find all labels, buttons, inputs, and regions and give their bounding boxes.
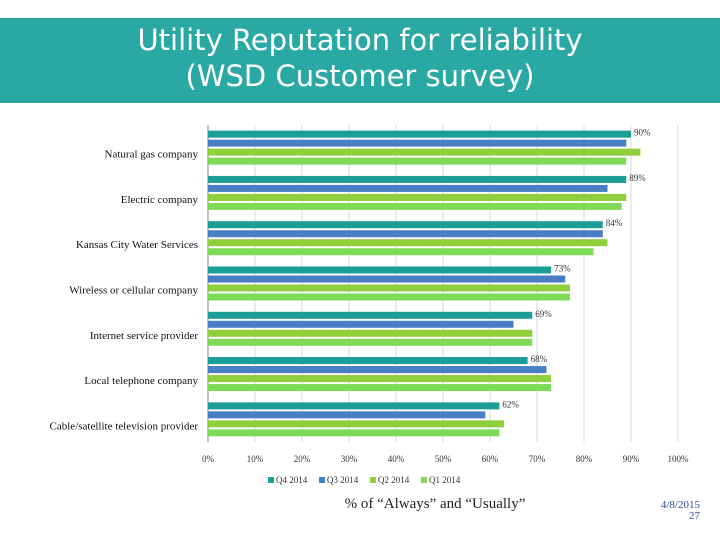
category-label: Cable/satellite television provider bbox=[50, 420, 199, 432]
legend-label: Q3 2014 bbox=[327, 475, 359, 485]
title-banner bbox=[0, 0, 720, 103]
bar bbox=[208, 230, 603, 238]
bar bbox=[208, 366, 547, 374]
bar bbox=[208, 148, 641, 156]
x-tick-label: 100% bbox=[668, 454, 690, 464]
legend-label: Q1 2014 bbox=[429, 475, 461, 485]
bar bbox=[208, 130, 631, 138]
x-tick-label: 50% bbox=[435, 454, 452, 464]
footer-page-number: 27 bbox=[689, 510, 700, 522]
bar bbox=[208, 221, 603, 229]
x-tick-label: 80% bbox=[576, 454, 593, 464]
title-line-2: (WSD Customer survey) bbox=[185, 59, 535, 93]
data-label: 84% bbox=[606, 218, 623, 228]
x-tick-label: 60% bbox=[482, 454, 499, 464]
legend-label: Q2 2014 bbox=[378, 475, 410, 485]
bar bbox=[208, 266, 552, 274]
bar bbox=[208, 193, 627, 201]
category-label: Internet service provider bbox=[90, 330, 198, 342]
bar bbox=[208, 157, 627, 165]
bar bbox=[208, 293, 570, 301]
bar bbox=[208, 184, 608, 192]
bar bbox=[208, 375, 552, 383]
bar-chart: 0% 10% 20% 30% 40% 50% 60% 70% 80% 90% 100% 90% Natu… bbox=[50, 125, 690, 485]
category-label: Electric company bbox=[121, 194, 199, 206]
bar bbox=[208, 357, 528, 365]
x-tick-label: 30% bbox=[341, 454, 358, 464]
data-label: 73% bbox=[554, 264, 571, 274]
bar bbox=[208, 139, 627, 147]
category-label: Natural gas company bbox=[105, 149, 199, 161]
x-tick-label: 70% bbox=[529, 454, 546, 464]
bar bbox=[208, 420, 505, 428]
bar bbox=[208, 402, 500, 410]
bar bbox=[208, 329, 533, 337]
footer: 4/8/2015 27 bbox=[661, 500, 700, 522]
x-tick-label: 0% bbox=[202, 454, 215, 464]
page-title: Utility Reputation for reliability (WSD … bbox=[0, 22, 720, 94]
data-label: 62% bbox=[502, 399, 519, 409]
legend-swatch bbox=[268, 477, 274, 483]
bar bbox=[208, 311, 533, 319]
legend-label: Q4 2014 bbox=[276, 475, 308, 485]
footer-date: 4/8/2015 bbox=[660, 499, 700, 511]
bar bbox=[208, 384, 552, 392]
legend-swatch bbox=[421, 477, 427, 483]
data-label: 68% bbox=[531, 354, 548, 364]
bar bbox=[208, 429, 500, 437]
legend-swatch bbox=[370, 477, 376, 483]
x-tick-label: 40% bbox=[388, 454, 405, 464]
bar bbox=[208, 202, 622, 210]
category-label: Local telephone company bbox=[84, 375, 198, 387]
bar bbox=[208, 239, 608, 247]
bar bbox=[208, 248, 594, 256]
x-tick-label: 20% bbox=[294, 454, 311, 464]
title-line-1: Utility Reputation for reliability bbox=[137, 23, 583, 57]
data-label: 89% bbox=[629, 173, 646, 183]
category-label: Kansas City Water Services bbox=[76, 239, 198, 251]
data-label: 90% bbox=[634, 128, 651, 138]
bar bbox=[208, 338, 533, 346]
category-label: Wireless or cellular company bbox=[69, 285, 198, 297]
bar bbox=[208, 175, 627, 183]
x-tick-label: 90% bbox=[623, 454, 640, 464]
bar bbox=[208, 411, 486, 419]
data-label: 69% bbox=[535, 309, 552, 319]
bar bbox=[208, 275, 566, 283]
bar bbox=[208, 284, 570, 292]
bar bbox=[208, 320, 514, 328]
legend-swatch bbox=[319, 477, 325, 483]
x-tick-label: 10% bbox=[247, 454, 264, 464]
x-axis-title: % of “Always” and “Usually” bbox=[344, 496, 526, 512]
